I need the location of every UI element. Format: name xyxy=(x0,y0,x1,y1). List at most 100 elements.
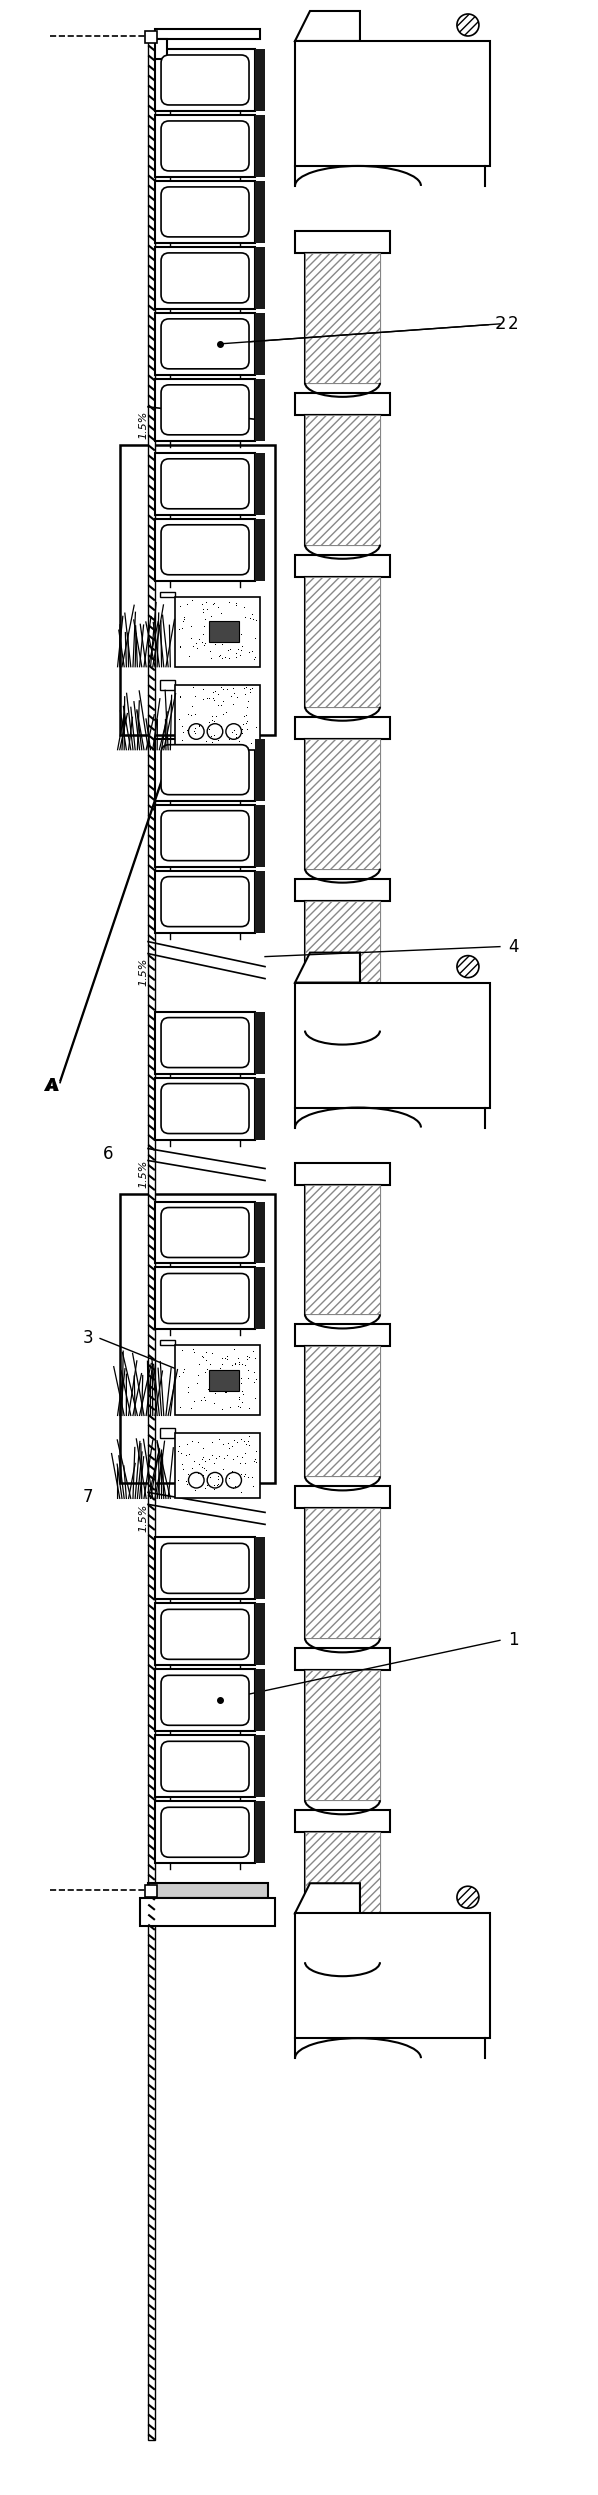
Bar xyxy=(295,1487,390,1509)
Bar xyxy=(305,414,380,544)
FancyBboxPatch shape xyxy=(161,384,249,434)
Ellipse shape xyxy=(457,15,479,35)
Bar xyxy=(148,40,155,2440)
Bar xyxy=(255,379,265,442)
Bar xyxy=(160,1430,175,1440)
Bar xyxy=(155,115,255,177)
Bar xyxy=(155,1669,255,1732)
Bar xyxy=(209,621,239,641)
Bar xyxy=(175,684,260,748)
Bar xyxy=(305,1669,380,1801)
Bar xyxy=(155,519,255,581)
Bar xyxy=(305,739,380,868)
Bar xyxy=(160,679,175,689)
FancyBboxPatch shape xyxy=(161,1208,249,1257)
Bar xyxy=(255,1737,265,1796)
Bar xyxy=(295,878,390,901)
Bar xyxy=(295,554,390,576)
Bar xyxy=(155,452,255,514)
Bar xyxy=(155,30,260,40)
FancyBboxPatch shape xyxy=(161,1083,249,1133)
Bar xyxy=(305,1669,380,1801)
Polygon shape xyxy=(295,10,360,40)
Bar xyxy=(255,182,265,242)
Bar xyxy=(155,379,255,442)
Bar xyxy=(155,1801,255,1864)
Bar xyxy=(305,901,380,1030)
Bar xyxy=(255,806,265,866)
Bar xyxy=(155,182,255,242)
Bar xyxy=(255,871,265,933)
FancyBboxPatch shape xyxy=(161,1806,249,1856)
Bar xyxy=(155,1078,255,1140)
Bar xyxy=(255,519,265,581)
Bar xyxy=(305,1185,380,1315)
Bar xyxy=(155,1737,255,1796)
Text: 1.5%: 1.5% xyxy=(138,1160,148,1188)
FancyBboxPatch shape xyxy=(161,744,249,796)
FancyBboxPatch shape xyxy=(161,1018,249,1068)
Bar xyxy=(155,1267,255,1330)
Bar xyxy=(255,1669,265,1732)
Bar xyxy=(305,252,380,382)
Bar xyxy=(145,30,157,42)
Bar xyxy=(295,1914,490,2038)
FancyBboxPatch shape xyxy=(161,811,249,861)
FancyBboxPatch shape xyxy=(161,1742,249,1791)
Bar xyxy=(255,1604,265,1664)
FancyBboxPatch shape xyxy=(161,524,249,574)
Bar xyxy=(295,716,390,739)
Bar xyxy=(155,739,255,801)
Text: 1.5%: 1.5% xyxy=(138,412,148,439)
Bar xyxy=(255,50,265,110)
Bar xyxy=(305,1509,380,1639)
FancyBboxPatch shape xyxy=(161,1272,249,1322)
Bar xyxy=(305,1347,380,1477)
Bar xyxy=(255,1801,265,1864)
Bar xyxy=(295,983,490,1108)
Bar xyxy=(305,1831,380,1961)
Bar xyxy=(175,1345,260,1415)
Ellipse shape xyxy=(457,1886,479,1909)
Bar xyxy=(155,806,255,866)
Bar xyxy=(305,414,380,544)
Bar xyxy=(295,232,390,252)
Bar xyxy=(155,1537,255,1599)
Text: A: A xyxy=(45,1075,59,1095)
Bar xyxy=(155,247,255,309)
Bar xyxy=(295,1163,390,1185)
Bar xyxy=(255,247,265,309)
FancyBboxPatch shape xyxy=(161,120,249,172)
Bar xyxy=(175,1435,260,1499)
Text: 1.5%: 1.5% xyxy=(138,1502,148,1532)
Bar xyxy=(255,1010,265,1073)
Bar xyxy=(305,1509,380,1639)
Bar xyxy=(255,1537,265,1599)
FancyBboxPatch shape xyxy=(161,459,249,509)
FancyBboxPatch shape xyxy=(161,319,249,369)
Bar xyxy=(305,576,380,706)
Bar xyxy=(295,1811,390,1831)
Bar xyxy=(255,739,265,801)
Bar xyxy=(295,1325,390,1347)
Bar xyxy=(305,1831,380,1961)
FancyBboxPatch shape xyxy=(161,876,249,926)
Bar xyxy=(255,1078,265,1140)
Bar xyxy=(255,115,265,177)
Bar xyxy=(295,1649,390,1669)
Text: 2: 2 xyxy=(508,314,518,332)
Bar xyxy=(255,1267,265,1330)
Text: 7: 7 xyxy=(83,1490,93,1507)
Bar xyxy=(120,1193,275,1485)
Text: 1.5%: 1.5% xyxy=(138,958,148,986)
Bar xyxy=(155,1203,255,1262)
Bar xyxy=(148,1884,268,1899)
Bar xyxy=(305,1347,380,1477)
Bar xyxy=(140,1899,275,1926)
Bar xyxy=(175,596,260,666)
Bar xyxy=(155,1010,255,1073)
FancyBboxPatch shape xyxy=(161,1544,249,1594)
Text: 1: 1 xyxy=(508,1632,518,1649)
Text: 3: 3 xyxy=(83,1330,93,1347)
Bar xyxy=(160,591,175,596)
